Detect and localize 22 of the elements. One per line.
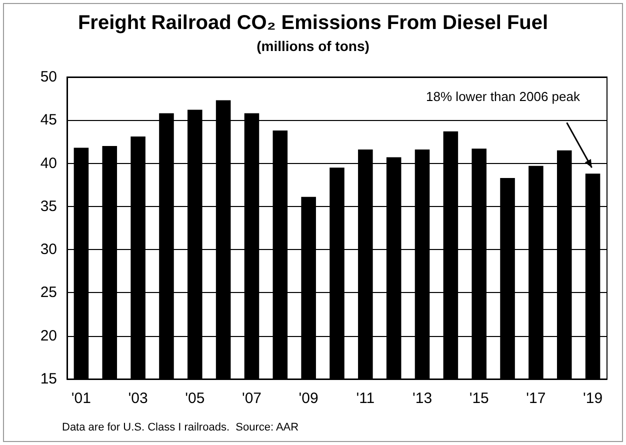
x-tick-label: '01 bbox=[71, 390, 91, 407]
y-tick-label: 30 bbox=[40, 241, 57, 258]
x-tick-label: '19 bbox=[583, 390, 603, 407]
x-tick-label: '15 bbox=[469, 390, 489, 407]
y-tick-label: 15 bbox=[40, 370, 57, 388]
x-tick-label: '07 bbox=[242, 390, 262, 407]
x-tick-label: '11 bbox=[356, 390, 375, 407]
x-tick-label: '13 bbox=[412, 390, 432, 407]
y-tick-label: 45 bbox=[40, 112, 57, 129]
y-tick-label: 50 bbox=[40, 68, 57, 86]
chart-title: Freight Railroad CO₂ Emissions From Diesel Fuel bbox=[78, 12, 548, 34]
chart-subtitle: (millions of tons) bbox=[256, 38, 370, 54]
y-tick-label: 35 bbox=[40, 198, 57, 215]
text: Data are for U.S. Class I railroads. Source: AAR bbox=[62, 422, 299, 434]
x-tick-label: '05 bbox=[185, 390, 205, 407]
x-tick-label: '09 bbox=[298, 390, 318, 407]
y-tick-label: 25 bbox=[40, 284, 57, 302]
x-tick-label: '17 bbox=[526, 390, 546, 407]
y-tick-label: 40 bbox=[40, 154, 57, 172]
annotation: 18% lower than 2006 peak bbox=[426, 89, 580, 104]
x-tick-label: '03 bbox=[128, 390, 148, 407]
y-tick-label: 20 bbox=[40, 327, 57, 344]
